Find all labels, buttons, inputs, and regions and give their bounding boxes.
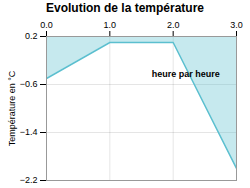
svg-text:heure par heure: heure par heure <box>152 69 220 79</box>
svg-text:3.0: 3.0 <box>230 20 243 30</box>
svg-text:2.0: 2.0 <box>167 20 180 30</box>
svg-text:−0.6: −0.6 <box>20 79 38 89</box>
svg-text:1.0: 1.0 <box>104 20 117 30</box>
svg-text:−2.2: −2.2 <box>20 175 38 185</box>
svg-text:0.2: 0.2 <box>25 31 38 41</box>
svg-text:0.0: 0.0 <box>40 20 53 30</box>
svg-text:−1.4: −1.4 <box>20 127 38 137</box>
html-text:Evolution de la température: Evolution de la température <box>46 1 204 15</box>
svg-text:Température en °C: Température en °C <box>7 70 17 146</box>
